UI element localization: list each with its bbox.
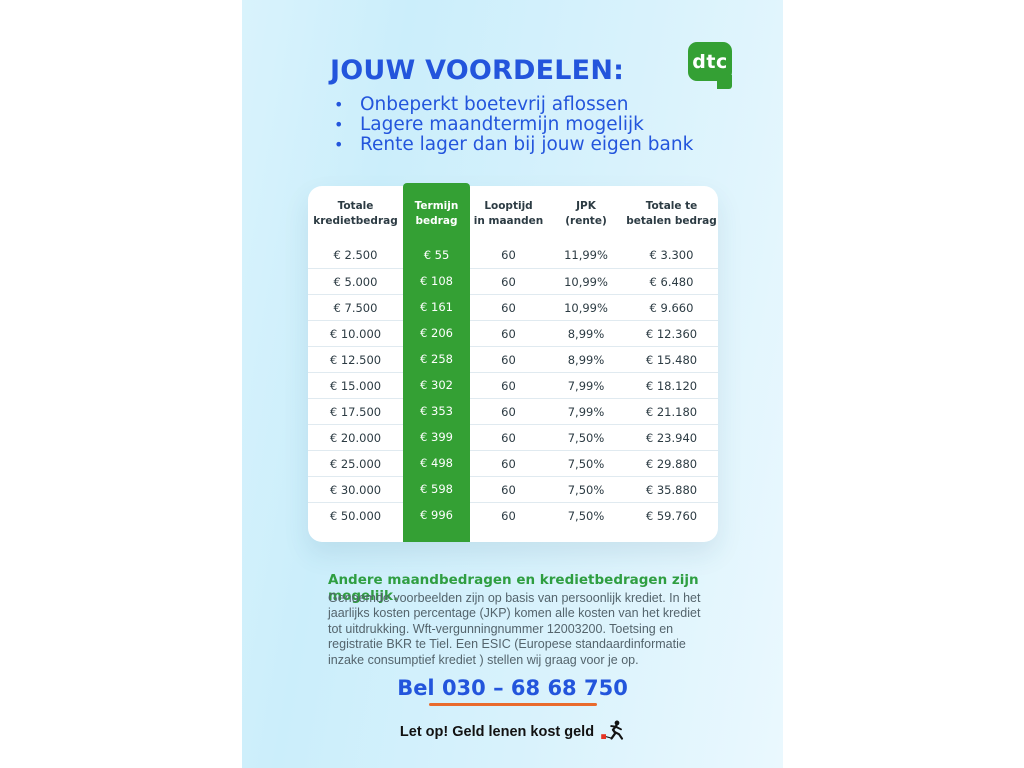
benefit-item: • Onbeperkt boetevrij aflossen [334,95,693,115]
table-cell: € 598 [420,482,453,496]
table-cell: 60 [470,424,547,450]
table-cell: 10,99% [547,268,625,294]
table-cell: 60 [470,502,547,528]
column-header: Totale te betalen bedrag [626,200,717,227]
table-cell: € 6.480 [625,268,718,294]
table-cell: 8,99% [547,320,625,346]
table-cell: € 5.000 [308,268,403,294]
possibilities-note: Andere maandbedragen en kredietbedragen … [328,572,699,604]
logo-text: dtc [692,50,728,73]
table-cell: 7,50% [547,450,625,476]
table-cell: € 996 [420,508,453,522]
table-cell: 60 [470,398,547,424]
table-cell: € 302 [420,378,453,392]
table-cell: 8,99% [547,346,625,372]
table-cell: 60 [470,268,547,294]
page-title: JOUW VOORDELEN: [330,55,625,86]
content-panel: JOUW VOORDELEN: dtc • Onbeperkt boetevrij… [242,0,783,768]
benefit-item: • Rente lager dan bij jouw eigen bank [334,135,693,155]
table-cell: 60 [470,450,547,476]
rates-table: Totale kredietbedrag Termijn bedrag Loop… [308,186,718,542]
table-cell: € 9.660 [625,294,718,320]
table-cell: 60 [501,248,516,262]
geld-lenen-kost-geld-runner-icon [599,720,625,744]
table-cell: € 3.300 [649,248,694,262]
benefit-text: Onbeperkt boetevrij aflossen [360,94,629,115]
table-cell: 7,50% [547,424,625,450]
bullet-icon: • [334,135,344,154]
column-header: Totale kredietbedrag [313,200,398,227]
phone-number-link[interactable]: Bel 030 – 68 68 750 [397,676,628,700]
table-cell: € 10.000 [308,320,403,346]
column-header: Looptijd in maanden [473,200,544,227]
table-cell: € 15.480 [625,346,718,372]
logo-speech-tail [717,75,732,89]
table-cell: € 29.880 [625,450,718,476]
table-cell: 7,99% [547,372,625,398]
table-cell: € 108 [420,274,453,288]
benefit-text: Lagere maandtermijn mogelijk [360,114,644,135]
table-cell: 60 [470,476,547,502]
table-cell: 7,50% [547,502,625,528]
dtc-logo: dtc [688,42,732,89]
table-cell: € 18.120 [625,372,718,398]
phone-section: Bel 030 – 68 68 750 [242,676,783,706]
table-cell: € 50.000 [308,502,403,528]
table-cell: € 20.000 [308,424,403,450]
benefit-text: Rente lager dan bij jouw eigen bank [360,134,694,155]
table-cell: € 21.180 [625,398,718,424]
table-cell: € 161 [420,300,453,314]
table-cell: € 258 [420,352,453,366]
termijn-highlight-column [403,183,470,542]
warning-text: Let op! Geld lenen kost geld [399,724,595,740]
table-cell: € 498 [420,456,453,470]
rates-table-card: Totale kredietbedrag Termijn bedrag Loop… [308,183,718,542]
table-cell: € 399 [420,430,453,444]
table-cell: € 17.500 [308,398,403,424]
disclaimer-text: Genoemde voorbeelden zijn op basis van p… [328,591,701,667]
table-cell: 7,99% [547,398,625,424]
bullet-icon: • [334,115,344,134]
column-header: JPK (rente) [565,200,607,227]
table-cell: € 7.500 [308,294,403,320]
table-cell: € 12.360 [625,320,718,346]
table-cell: € 206 [420,326,453,340]
phone-underline [428,703,597,706]
table-cell: € 15.000 [308,372,403,398]
table-cell: € 2.500 [333,248,378,262]
loan-warning: Let op! Geld lenen kost geld [242,720,783,744]
table-cell: € 353 [420,404,453,418]
table-cell: 11,99% [564,248,608,262]
table-cell: € 59.760 [625,502,718,528]
table-cell: € 55 [423,248,450,262]
table-cell: 7,50% [547,476,625,502]
table-cell: 60 [470,372,547,398]
benefit-item: • Lagere maandtermijn mogelijk [334,115,693,135]
benefits-list: • Onbeperkt boetevrij aflossen • Lagere ma… [334,95,693,155]
bullet-icon: • [334,95,344,114]
table-cell: € 23.940 [625,424,718,450]
table-cell: € 12.500 [308,346,403,372]
column-header: Termijn bedrag [414,200,459,227]
table-cell: 10,99% [547,294,625,320]
table-cell: € 35.880 [625,476,718,502]
table-cell: € 30.000 [308,476,403,502]
table-cell: 60 [470,320,547,346]
table-cell: 60 [470,346,547,372]
table-cell: € 25.000 [308,450,403,476]
table-cell: 60 [470,294,547,320]
